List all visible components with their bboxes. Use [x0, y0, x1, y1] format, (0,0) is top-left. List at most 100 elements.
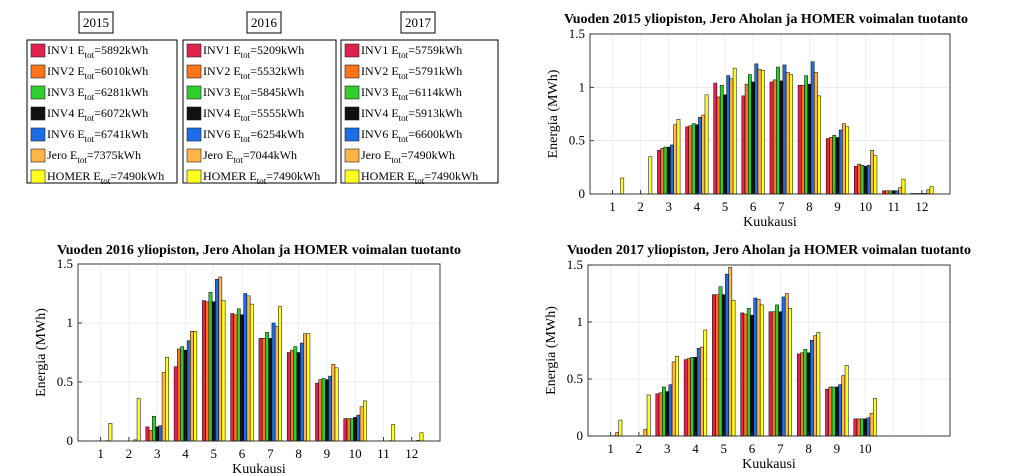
legend-series-value: =7375kWh — [87, 148, 141, 162]
bar-inv1 — [230, 313, 235, 442]
x-tick-label: 5 — [721, 441, 728, 456]
bar-inv3 — [662, 386, 666, 437]
x-tick-label: 6 — [749, 441, 756, 456]
legend-entry-label: INV1 Etot=5209kWh — [203, 43, 304, 60]
legend-series-name: INV6 — [47, 127, 77, 141]
legend-series-name: INV1 — [361, 43, 391, 57]
legend-series-name: INV3 — [203, 85, 233, 99]
legend-subscript: tot — [399, 50, 409, 60]
bar-homer — [845, 126, 850, 195]
y-tick-label: 0 — [577, 428, 584, 443]
legend-e-symbol: E — [384, 148, 391, 162]
bar-inv3 — [860, 164, 865, 195]
x-tick-label: 10 — [349, 446, 362, 461]
legend-entry: INV6 Etot=6254kWh — [186, 127, 304, 144]
bar-inv2 — [828, 386, 833, 437]
legend-entry-label: INV1 Etot=5892kWh — [47, 43, 148, 60]
bar-inv3 — [350, 418, 354, 442]
legend-e-symbol: E — [233, 106, 240, 120]
bar-homer — [648, 156, 653, 195]
x-tick-label: 3 — [666, 199, 673, 214]
x-tick-label: 12 — [405, 446, 418, 461]
bar-inv3 — [152, 415, 156, 442]
y-tick-label: 1 — [577, 314, 584, 329]
bar-inv2 — [688, 125, 693, 195]
legend-entry-label: Jero Etot=7490kWh — [361, 148, 455, 165]
bar-inv2 — [800, 352, 804, 437]
x-tick-label: 5 — [211, 446, 218, 461]
bar-inv4 — [721, 294, 726, 437]
legend-subscript: tot — [241, 134, 251, 144]
bar-jero — [161, 372, 166, 442]
bar-inv4 — [666, 146, 671, 195]
bar-inv4 — [665, 391, 670, 437]
legend-series-value: =5845kWh — [250, 85, 304, 99]
bar-inv4 — [806, 352, 811, 437]
bar-homer — [731, 300, 736, 437]
y-tick-label: 1 — [67, 315, 74, 330]
x-tick-label: 9 — [834, 441, 841, 456]
bar-inv3 — [180, 346, 185, 442]
legend-e-symbol: E — [77, 127, 84, 141]
bar-inv3 — [663, 146, 668, 195]
legend-entry: HOMER Etot=7490kWh — [344, 169, 478, 186]
legend-swatch — [186, 106, 202, 121]
legend-entry: Jero Etot=7490kWh — [344, 148, 455, 165]
bar-inv4 — [183, 349, 188, 442]
bar-inv4 — [807, 83, 812, 195]
bar-homer — [306, 333, 311, 442]
bar-inv2 — [744, 83, 749, 195]
bar-inv6 — [809, 339, 814, 437]
legend-series-name: HOMER — [47, 169, 93, 183]
legend-swatch — [186, 64, 202, 79]
chart-title: Vuoden 2015 yliopiston, Jero Aholan ja H… — [564, 12, 968, 27]
bar-inv1 — [683, 359, 688, 437]
legend-entry-label: HOMER Etot=7490kWh — [361, 169, 478, 186]
legend-subscript: tot — [85, 71, 95, 81]
bar-jero — [784, 293, 789, 437]
legend-subscript: tot — [77, 155, 87, 165]
bar-inv4 — [695, 124, 699, 195]
bar-inv6 — [328, 375, 333, 442]
legend-box — [182, 39, 337, 184]
legend-entry-label: HOMER Etot=7490kWh — [203, 169, 320, 186]
bar-homer — [108, 423, 113, 442]
legend-series-name: INV2 — [361, 64, 391, 78]
bar-homer — [391, 424, 396, 442]
y-tick-label: 0 — [67, 433, 74, 448]
legend-subscript: tot — [241, 50, 251, 60]
bar-inv1 — [741, 95, 746, 195]
legend-e-symbol: E — [70, 148, 77, 162]
legend-e-symbol: E — [391, 127, 398, 141]
legend-series-value: =5791kWh — [408, 64, 462, 78]
bar-jero — [190, 331, 194, 442]
legend-entry-label: INV2 Etot=6010kWh — [47, 64, 148, 81]
legend-series-name: HOMER — [361, 169, 407, 183]
legend-swatch — [30, 85, 46, 100]
bar-inv6 — [754, 63, 759, 195]
bar-inv6 — [781, 296, 786, 437]
chart-title: Vuoden 2017 yliopiston, Jero Aholan ja H… — [567, 243, 971, 258]
legend-series-name: INV1 — [203, 43, 233, 57]
bar-inv2 — [205, 301, 210, 442]
bar-inv2 — [857, 163, 862, 195]
x-tick-label: 8 — [806, 199, 813, 214]
legend-e-symbol: E — [249, 169, 256, 183]
bar-jero — [246, 295, 251, 442]
bar-jero — [359, 406, 364, 442]
bar-inv1 — [685, 126, 690, 195]
legend-entry-label: INV6 Etot=6600kWh — [361, 127, 462, 144]
bar-inv1 — [258, 338, 263, 442]
bar-jero — [898, 187, 903, 195]
x-axis-label: Kuukausi — [232, 462, 286, 476]
bar-jero — [842, 123, 846, 195]
x-axis-label: Kuukausi — [743, 215, 797, 230]
legend-series-value: =6600kWh — [408, 127, 462, 141]
bar-inv3 — [719, 84, 724, 195]
bar-inv6 — [782, 64, 787, 195]
bars — [105, 276, 424, 442]
bar-inv1 — [854, 166, 858, 195]
x-tick-label: 3 — [154, 446, 161, 461]
